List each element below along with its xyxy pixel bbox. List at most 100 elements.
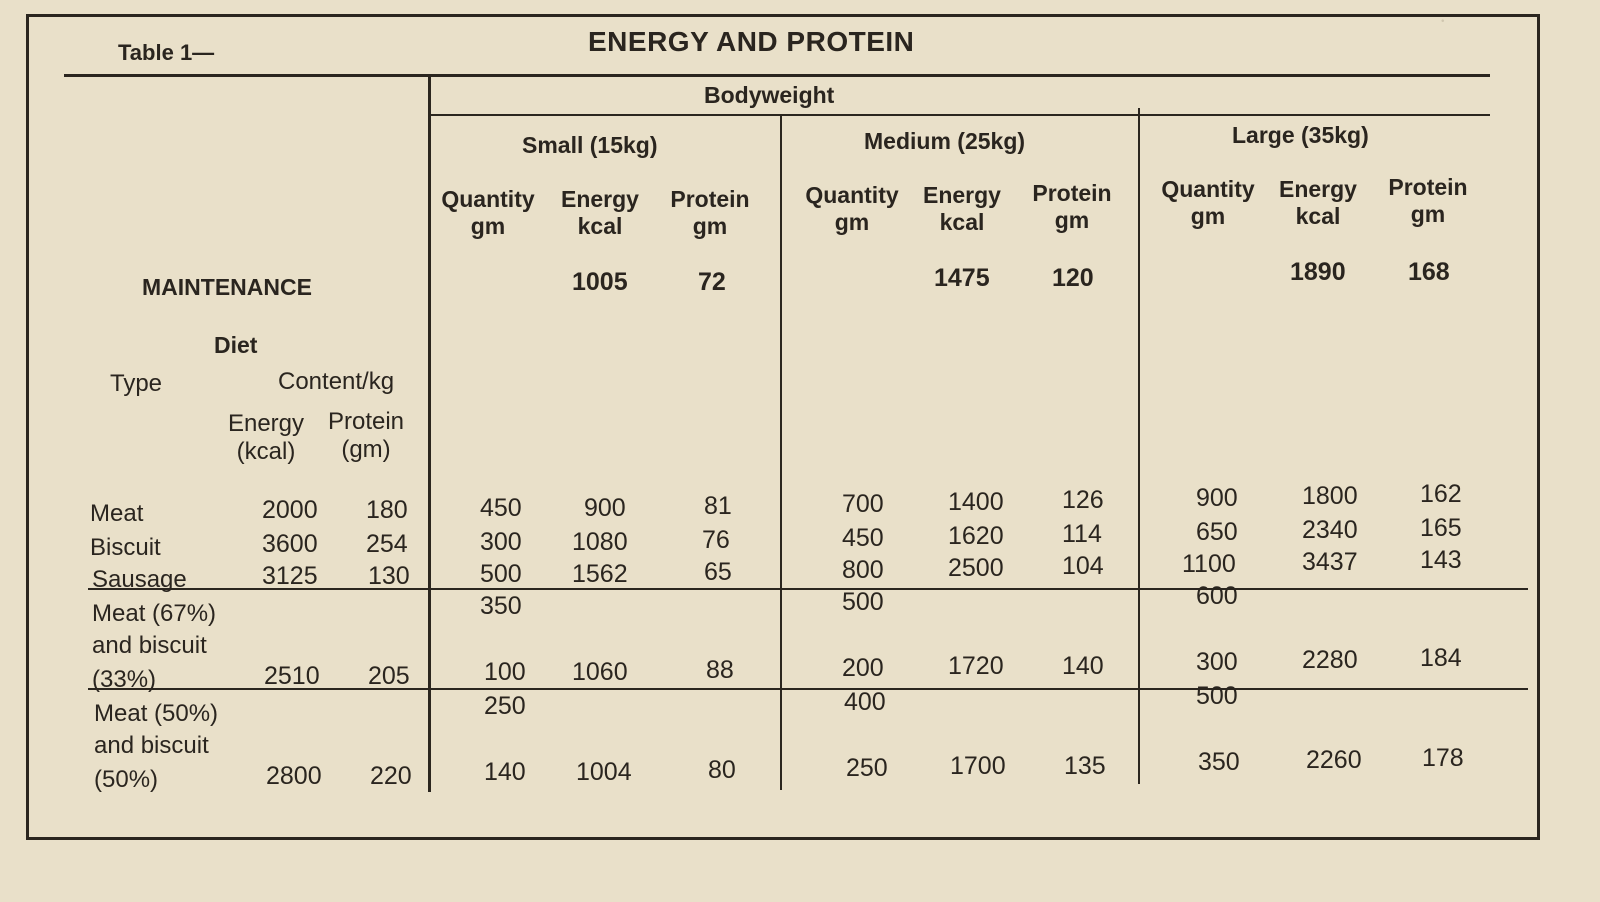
content-protein: 254 [366, 530, 408, 558]
diet-type-line: (50%) [94, 766, 159, 793]
maintenance-energy: 1475 [934, 264, 990, 292]
large-protein: 165 [1420, 514, 1462, 542]
column-header-energy: Energy kcal [561, 186, 639, 239]
column-header-protein: Protein gm [670, 186, 750, 239]
bodyweight-rule [430, 114, 1490, 116]
diet-type: Meat [90, 500, 144, 527]
medium-protein: 114 [1062, 520, 1102, 548]
small-energy: 1080 [572, 528, 628, 556]
table-frame [26, 14, 1540, 840]
column-header-quantity: Quantity gm [805, 182, 899, 235]
small-quantity: 100 [484, 658, 526, 686]
mix2-top-rule [88, 688, 1528, 690]
medium-energy: 1400 [948, 488, 1004, 516]
column-header-quantity: Quantity gm [1161, 176, 1255, 229]
content-energy: 2800 [266, 762, 322, 790]
diet-type-line: Meat (50%) [94, 700, 219, 727]
content-energy: 3125 [262, 562, 318, 590]
type-header: Type [110, 370, 163, 397]
medium-energy: 1620 [948, 522, 1004, 550]
column-header-energy: Energy kcal [923, 182, 1001, 235]
small-protein: 81 [704, 492, 732, 520]
bodyweight-header: Bodyweight [704, 82, 835, 108]
maintenance-energy: 1890 [1290, 258, 1346, 286]
large-energy: 2340 [1302, 516, 1358, 544]
small-energy: 1562 [572, 560, 628, 588]
small-energy: 1060 [572, 658, 628, 686]
group-small-header: Small (15kg) [522, 132, 658, 158]
diet-column-rule [428, 76, 431, 792]
medium-quantity: 250 [846, 754, 888, 782]
large-meat-quantity: 600 [1196, 582, 1238, 610]
column-header-quantity: Quantity gm [441, 186, 535, 239]
small-protein: 80 [708, 756, 736, 784]
content-protein: 130 [368, 562, 410, 590]
medium-meat-quantity: 500 [842, 588, 884, 616]
large-protein: 178 [1422, 744, 1464, 772]
diet-type-line: and biscuit [92, 632, 207, 659]
medium-quantity: 200 [842, 654, 884, 682]
maintenance-energy: 1005 [572, 268, 628, 296]
group-large-header: Large (35kg) [1232, 122, 1369, 148]
large-protein: 162 [1420, 480, 1462, 508]
diet-type-line: (33%) [92, 666, 157, 693]
small-quantity: 450 [480, 494, 522, 522]
large-energy: 2260 [1306, 746, 1362, 774]
small-meat-quantity: 350 [480, 592, 522, 620]
diet-header: Diet [214, 332, 258, 358]
table-title: ENERGY AND PROTEIN [588, 26, 915, 57]
small-protein: 76 [702, 526, 730, 554]
diet-type: Biscuit [90, 534, 161, 561]
small-quantity: 500 [480, 560, 522, 588]
diet-type-line: and biscuit [94, 732, 209, 759]
content-energy: 3600 [262, 530, 318, 558]
content-protein: 220 [370, 762, 412, 790]
column-header-energy: Energy kcal [1279, 176, 1357, 229]
diet-type: Sausage [92, 566, 187, 593]
medium-protein: 126 [1062, 486, 1104, 514]
small-meat-quantity: 250 [484, 692, 526, 720]
large-energy: 1800 [1302, 482, 1358, 510]
medium-meat-quantity: 400 [844, 688, 886, 716]
column-header-protein: Protein gm [1032, 180, 1112, 233]
column-header-protein: Protein gm [1388, 174, 1468, 227]
small-energy: 900 [584, 494, 626, 522]
large-meat-quantity: 500 [1196, 682, 1238, 710]
small-quantity: 140 [484, 758, 526, 786]
small-quantity: 300 [480, 528, 522, 556]
large-quantity: 350 [1198, 748, 1240, 776]
content-energy-header: Energy (kcal) [227, 410, 305, 465]
diet-type-line: Meat (67%) [92, 600, 217, 627]
content-energy: 2510 [264, 662, 320, 690]
small-medium-rule [780, 114, 782, 790]
mix1-top-rule [88, 588, 1528, 590]
medium-energy: 2500 [948, 554, 1004, 582]
small-protein: 88 [706, 656, 734, 684]
medium-quantity: 700 [842, 490, 884, 518]
medium-quantity: 450 [842, 524, 884, 552]
large-quantity: 650 [1196, 518, 1238, 546]
medium-protein: 140 [1062, 652, 1104, 680]
medium-quantity: 800 [842, 556, 884, 584]
large-quantity: 1100 [1182, 550, 1236, 578]
content-energy: 2000 [262, 496, 318, 524]
maintenance-label: MAINTENANCE [142, 274, 312, 300]
large-energy: 2280 [1302, 646, 1358, 674]
content-protein: 180 [366, 496, 408, 524]
medium-energy: 1700 [950, 752, 1006, 780]
medium-energy: 1720 [948, 652, 1004, 680]
content-protein: 205 [368, 662, 410, 690]
small-energy: 1004 [576, 758, 632, 786]
group-medium-header: Medium (25kg) [864, 128, 1026, 154]
large-quantity: 900 [1196, 484, 1238, 512]
content-protein-header: Protein (gm) [327, 408, 405, 463]
large-quantity: 300 [1196, 648, 1238, 676]
table-label: Table 1— [118, 40, 215, 65]
maintenance-protein: 168 [1408, 258, 1450, 286]
title-rule [64, 74, 1490, 77]
medium-protein: 104 [1062, 552, 1104, 580]
maintenance-protein: 120 [1052, 264, 1094, 292]
large-protein: 143 [1420, 546, 1462, 574]
medium-large-rule [1138, 108, 1140, 784]
